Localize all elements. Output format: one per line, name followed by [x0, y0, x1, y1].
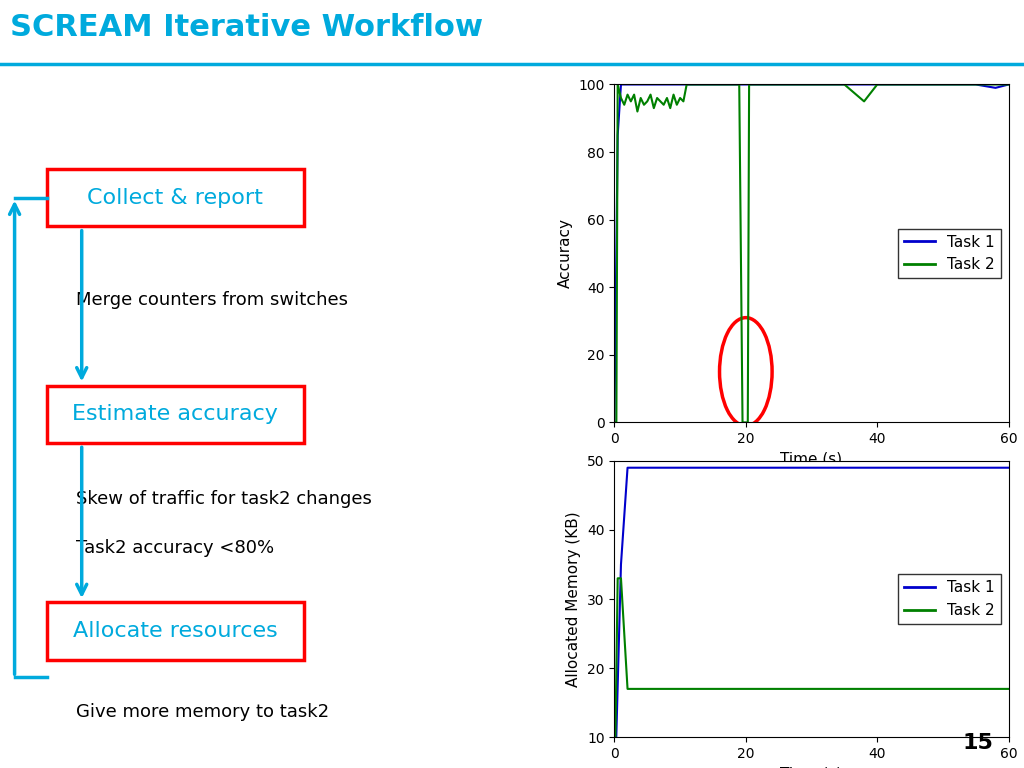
- FancyBboxPatch shape: [47, 386, 303, 443]
- Legend: Task 1, Task 2: Task 1, Task 2: [898, 574, 1001, 624]
- Text: Task2 accuracy <80%: Task2 accuracy <80%: [76, 539, 274, 557]
- Y-axis label: Accuracy: Accuracy: [558, 218, 572, 289]
- X-axis label: Time (s): Time (s): [780, 766, 843, 768]
- Legend: Task 1, Task 2: Task 1, Task 2: [898, 229, 1001, 278]
- Text: Skew of traffic for task2 changes: Skew of traffic for task2 changes: [76, 490, 372, 508]
- Text: Collect & report: Collect & report: [87, 187, 263, 207]
- Text: Allocate resources: Allocate resources: [73, 621, 278, 641]
- Text: SCREAM Iterative Workflow: SCREAM Iterative Workflow: [10, 13, 483, 42]
- Text: Give more memory to task2: Give more memory to task2: [76, 703, 329, 721]
- Text: Estimate accuracy: Estimate accuracy: [72, 405, 279, 425]
- FancyBboxPatch shape: [47, 602, 303, 660]
- Text: 15: 15: [963, 733, 993, 753]
- Text: Merge counters from switches: Merge counters from switches: [76, 291, 348, 309]
- X-axis label: Time (s): Time (s): [780, 452, 843, 467]
- Y-axis label: Allocated Memory (KB): Allocated Memory (KB): [566, 511, 582, 687]
- FancyBboxPatch shape: [47, 169, 303, 227]
